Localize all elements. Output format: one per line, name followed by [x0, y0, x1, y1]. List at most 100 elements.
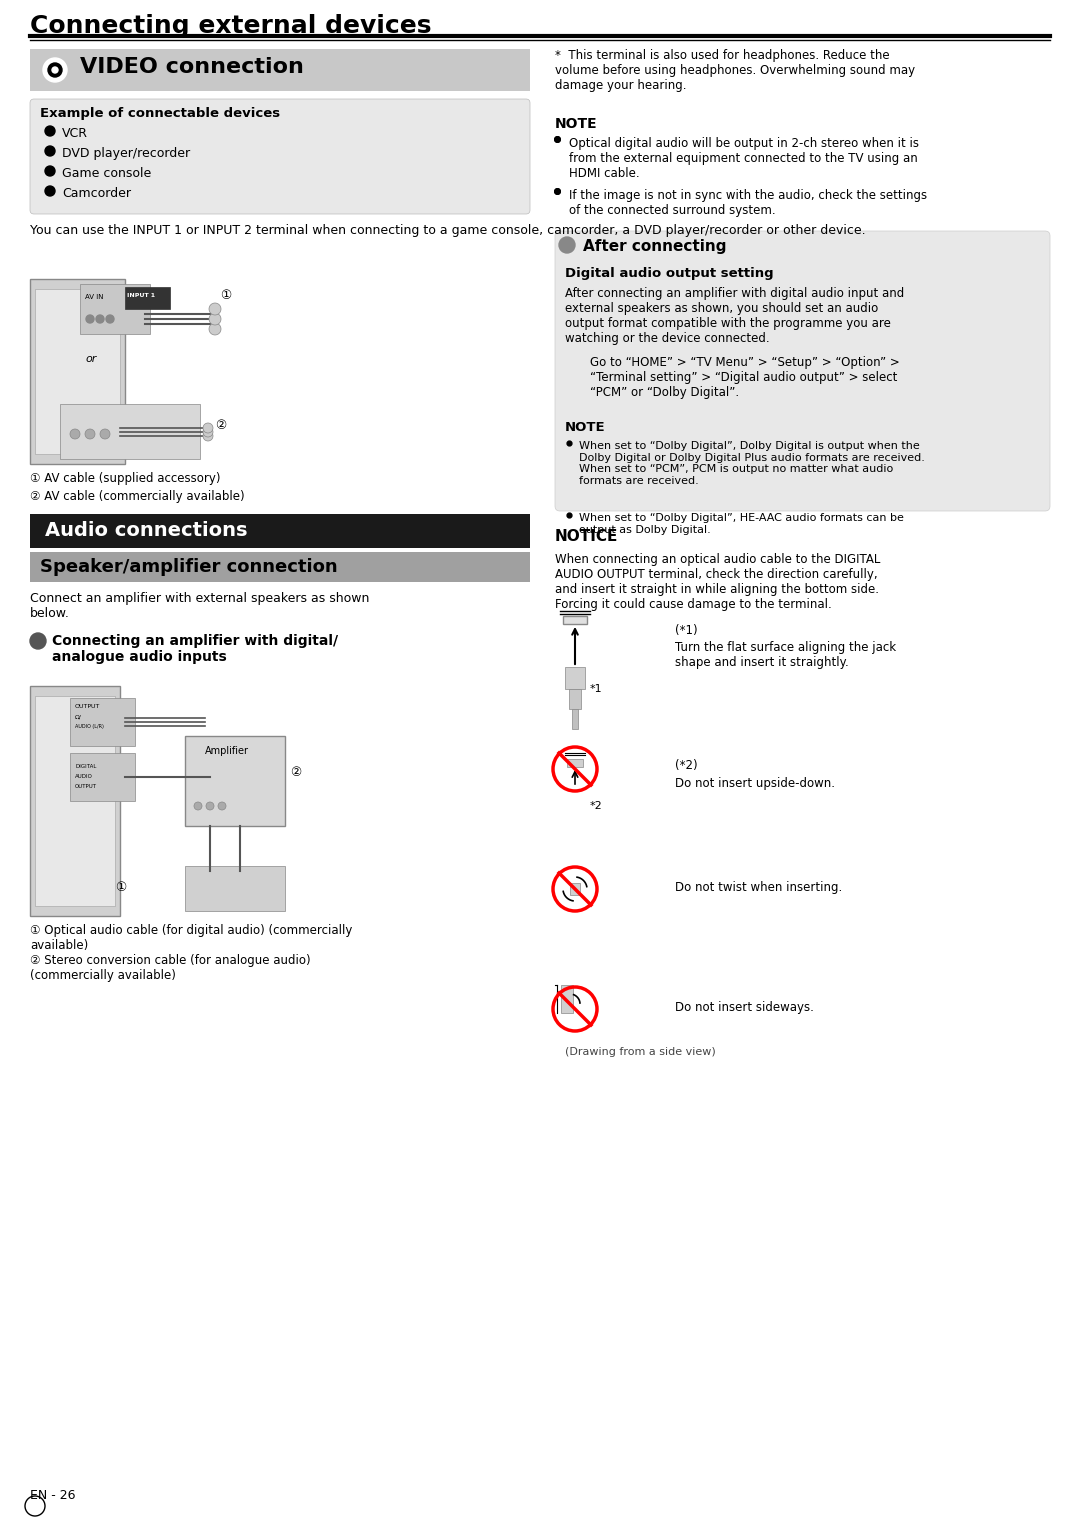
Circle shape — [218, 802, 226, 809]
Circle shape — [86, 315, 94, 323]
Circle shape — [96, 315, 104, 323]
Text: Ω/: Ω/ — [75, 715, 82, 719]
Bar — [35, 696, 114, 905]
Circle shape — [206, 802, 214, 809]
Bar — [572, 709, 578, 728]
Text: Connect an amplifier with external speakers as shown
below.: Connect an amplifier with external speak… — [30, 591, 369, 620]
Bar — [185, 736, 285, 826]
Text: AUDIO (L/R): AUDIO (L/R) — [75, 724, 104, 728]
Circle shape — [203, 424, 213, 433]
Text: ②: ② — [215, 419, 226, 431]
Circle shape — [48, 62, 62, 78]
Text: *1: *1 — [590, 684, 603, 693]
Text: Go to “HOME” > “TV Menu” > “Setup” > “Option” >
“Terminal setting” > “Digital au: Go to “HOME” > “TV Menu” > “Setup” > “Op… — [590, 357, 900, 399]
Text: Connecting an amplifier with digital/
analogue audio inputs: Connecting an amplifier with digital/ an… — [52, 634, 338, 664]
Text: After connecting: After connecting — [583, 239, 727, 255]
Circle shape — [203, 427, 213, 437]
Circle shape — [43, 58, 67, 82]
Circle shape — [45, 166, 55, 175]
Text: ① Optical audio cable (for digital audio) (commercially
available): ① Optical audio cable (for digital audio… — [30, 924, 352, 952]
Text: Speaker/amplifier connection: Speaker/amplifier connection — [40, 558, 338, 576]
Text: If the image is not in sync with the audio, check the settings
of the connected : If the image is not in sync with the aud… — [569, 189, 927, 216]
Text: (Drawing from a side view): (Drawing from a side view) — [565, 1047, 716, 1058]
Text: INPUT 1: INPUT 1 — [127, 293, 156, 299]
Text: Amplifier: Amplifier — [205, 747, 249, 756]
Text: Game console: Game console — [62, 168, 151, 180]
Bar — [125, 287, 170, 309]
Text: You can use the INPUT 1 or INPUT 2 terminal when connecting to a game console, c: You can use the INPUT 1 or INPUT 2 termi… — [30, 224, 866, 238]
Text: OUTPUT: OUTPUT — [75, 704, 100, 709]
Text: VCR: VCR — [62, 126, 87, 140]
Text: EN - 26: EN - 26 — [30, 1489, 76, 1503]
Text: ② Stereo conversion cable (for analogue audio)
(commercially available): ② Stereo conversion cable (for analogue … — [30, 954, 311, 981]
Text: Do not insert sideways.: Do not insert sideways. — [675, 1001, 814, 1013]
Bar — [70, 753, 135, 802]
Text: AV IN: AV IN — [85, 294, 104, 300]
Circle shape — [100, 428, 110, 439]
Bar — [567, 759, 583, 767]
Text: Digital audio output setting: Digital audio output setting — [565, 267, 773, 280]
Text: ②: ② — [291, 767, 301, 779]
Text: After connecting an amplifier with digital audio input and
external speakers as : After connecting an amplifier with digit… — [565, 287, 904, 344]
Text: When set to “Dolby Digital”, Dolby Digital is output when the
Dolby Digital or D: When set to “Dolby Digital”, Dolby Digit… — [579, 440, 924, 486]
Text: Do not twist when inserting.: Do not twist when inserting. — [675, 881, 842, 895]
Text: When set to “Dolby Digital”, HE-AAC audio formats can be
output as Dolby Digital: When set to “Dolby Digital”, HE-AAC audi… — [579, 514, 904, 535]
Bar — [563, 616, 588, 623]
Text: (*1): (*1) — [675, 623, 698, 637]
Text: Connecting external devices: Connecting external devices — [30, 14, 432, 38]
Text: When connecting an optical audio cable to the DIGITAL
AUDIO OUTPUT terminal, che: When connecting an optical audio cable t… — [555, 553, 880, 611]
Circle shape — [203, 431, 213, 440]
Circle shape — [30, 632, 46, 649]
FancyBboxPatch shape — [555, 232, 1050, 511]
FancyBboxPatch shape — [30, 99, 530, 213]
Text: OUTPUT: OUTPUT — [75, 783, 97, 789]
Text: AUDIO: AUDIO — [75, 774, 93, 779]
Bar — [570, 882, 580, 895]
Text: Optical digital audio will be output in 2-ch stereo when it is
from the external: Optical digital audio will be output in … — [569, 137, 919, 180]
Text: Example of connectable devices: Example of connectable devices — [40, 107, 280, 120]
Circle shape — [559, 238, 575, 253]
Circle shape — [45, 126, 55, 136]
Circle shape — [210, 323, 221, 335]
Bar — [60, 404, 200, 459]
Circle shape — [45, 186, 55, 197]
Text: (*2): (*2) — [675, 759, 698, 773]
Circle shape — [52, 67, 58, 73]
Bar — [585, 354, 1030, 411]
Text: ① AV cable (supplied accessory): ① AV cable (supplied accessory) — [30, 472, 220, 485]
Bar — [30, 279, 125, 463]
Text: or: or — [85, 354, 96, 364]
Bar — [569, 689, 581, 709]
Text: Audio connections: Audio connections — [45, 521, 247, 539]
Bar — [35, 290, 120, 454]
Bar — [30, 552, 530, 582]
Bar — [565, 668, 585, 689]
Text: *2: *2 — [590, 802, 603, 811]
Text: NOTE: NOTE — [555, 117, 597, 131]
Text: ② AV cable (commercially available): ② AV cable (commercially available) — [30, 491, 245, 503]
Bar — [30, 514, 530, 549]
Circle shape — [210, 303, 221, 315]
Bar — [561, 985, 573, 1013]
Text: VIDEO connection: VIDEO connection — [80, 56, 303, 78]
Text: ①: ① — [114, 881, 126, 895]
Circle shape — [210, 312, 221, 325]
Bar — [80, 283, 150, 334]
Bar — [30, 49, 530, 91]
Text: DVD player/recorder: DVD player/recorder — [62, 146, 190, 160]
Circle shape — [85, 428, 95, 439]
Text: Camcorder: Camcorder — [62, 187, 131, 200]
Text: Do not insert upside-down.: Do not insert upside-down. — [675, 777, 835, 789]
Text: ①: ① — [220, 290, 231, 302]
Text: NOTICE: NOTICE — [555, 529, 619, 544]
Circle shape — [106, 315, 114, 323]
Bar — [30, 686, 120, 916]
Text: Turn the flat surface aligning the jack
shape and insert it straightly.: Turn the flat surface aligning the jack … — [675, 642, 896, 669]
Text: NOTE: NOTE — [565, 421, 606, 434]
Bar — [70, 698, 135, 747]
Bar — [185, 866, 285, 911]
Circle shape — [70, 428, 80, 439]
Text: *  This terminal is also used for headphones. Reduce the
volume before using hea: * This terminal is also used for headpho… — [555, 49, 915, 91]
Circle shape — [194, 802, 202, 809]
Circle shape — [45, 146, 55, 155]
